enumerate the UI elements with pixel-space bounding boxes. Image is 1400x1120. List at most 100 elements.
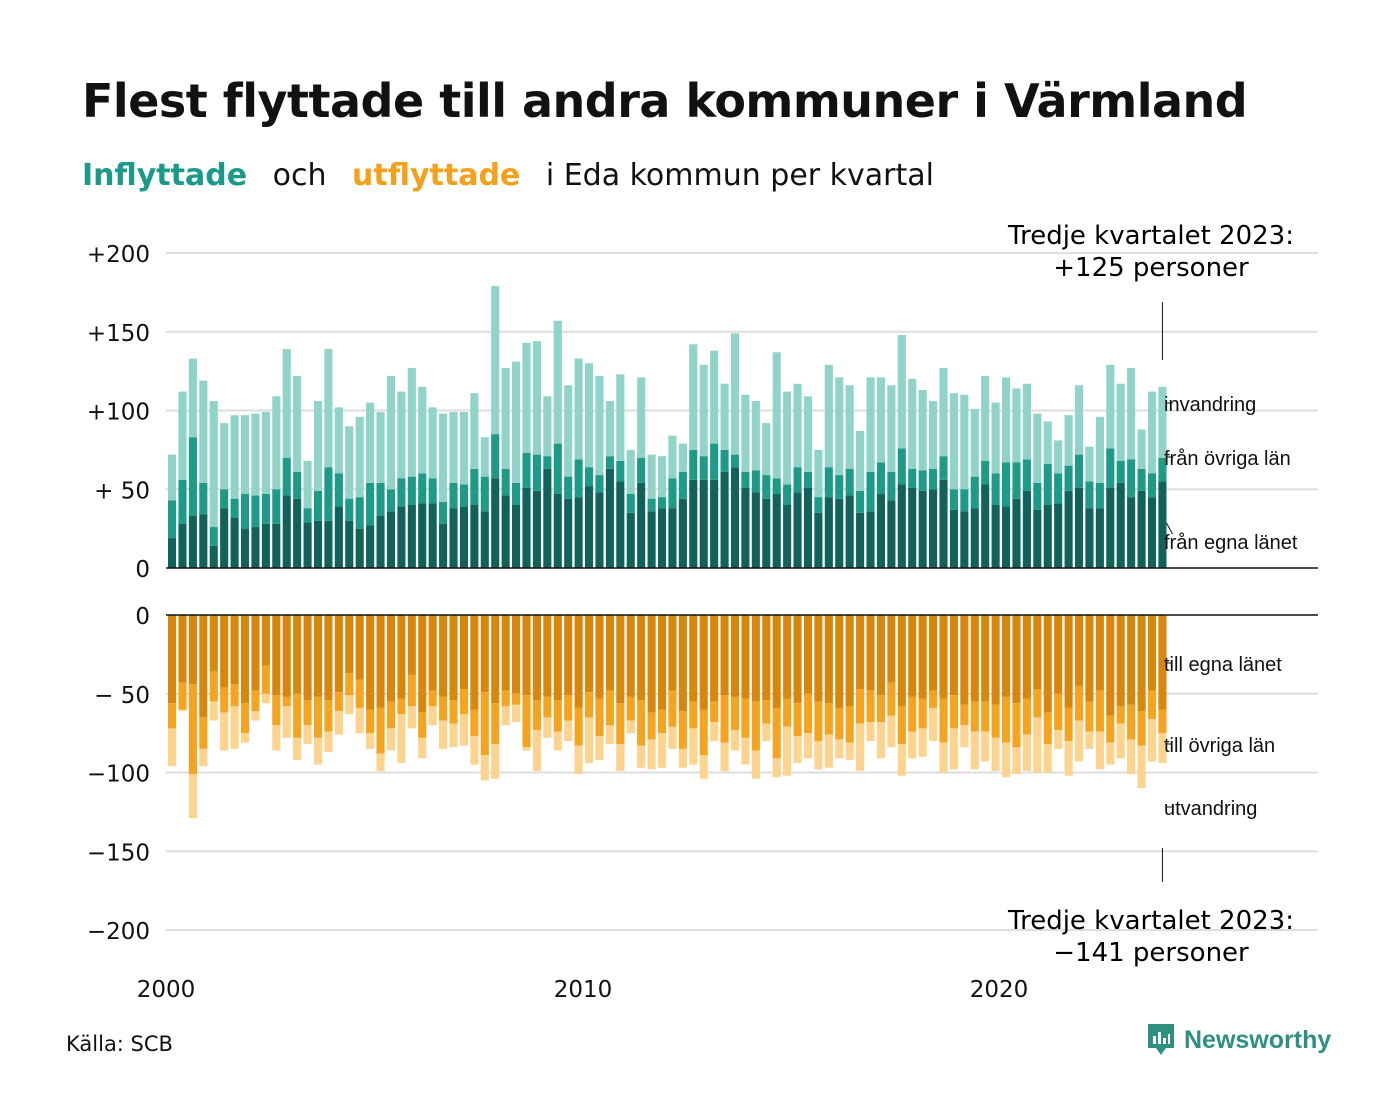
bar-out: [293, 693, 302, 738]
bar-in: [324, 349, 333, 468]
bar-out: [553, 615, 562, 701]
bar-out: [668, 690, 677, 727]
bar-in: [939, 456, 948, 480]
bar-out: [595, 698, 604, 737]
bar-out: [313, 696, 323, 738]
bar-in: [1002, 506, 1011, 568]
bar-in: [397, 478, 406, 507]
bar-out: [261, 615, 270, 666]
bar-out: [1002, 742, 1011, 778]
bar-out: [908, 731, 917, 759]
bar-in: [1074, 454, 1084, 488]
bar-in: [1147, 497, 1157, 568]
bar-out: [293, 615, 302, 694]
bar-in: [428, 407, 437, 479]
subtitle-inflyttade: Inflyttade: [82, 158, 248, 193]
bar-in: [1002, 462, 1011, 507]
bar-out: [501, 615, 510, 691]
bar-in: [751, 401, 760, 471]
bar-out: [459, 689, 468, 715]
bar-in: [439, 413, 448, 502]
bar-in: [1137, 468, 1146, 491]
bar-out: [866, 615, 875, 691]
bar-in: [626, 512, 635, 568]
bar-out: [199, 748, 208, 767]
bar-out: [553, 731, 562, 751]
bar-out: [772, 758, 781, 778]
bar-out: [480, 755, 489, 781]
subtitle-och: och: [272, 158, 327, 193]
bar-out: [856, 615, 865, 690]
bar-out: [345, 673, 354, 696]
bar-out: [783, 698, 792, 727]
bar-out: [1158, 733, 1167, 764]
bar-out: [772, 707, 781, 759]
bar-in: [595, 475, 604, 493]
bar-in: [585, 486, 594, 568]
bar-out: [1054, 693, 1063, 730]
bar-in: [949, 489, 958, 510]
bar-in: [261, 523, 270, 568]
bar-in: [574, 497, 583, 568]
bar-in: [981, 484, 990, 568]
bar-in: [512, 361, 521, 483]
bar-out: [564, 615, 573, 696]
y-tick-bottom: − 50: [94, 683, 150, 709]
bar-in: [240, 493, 250, 529]
bar-out: [626, 720, 635, 734]
bar-out: [1106, 742, 1115, 765]
bar-in: [699, 456, 708, 480]
series-label-out: till egna länet: [1164, 654, 1282, 676]
bar-in: [793, 467, 802, 493]
bar-out: [397, 698, 406, 715]
bar-in: [439, 523, 448, 568]
bars-inflyttade: [168, 286, 1167, 568]
bar-in: [303, 508, 312, 523]
bar-out: [751, 615, 760, 702]
bar-in: [355, 497, 364, 529]
bar-in: [866, 471, 875, 512]
bar-in: [751, 492, 760, 568]
bar-out: [845, 742, 854, 760]
bar-out: [1054, 729, 1063, 749]
bar-out: [240, 733, 250, 743]
bar-in: [188, 358, 197, 438]
bar-in: [730, 454, 740, 468]
bar-out: [397, 615, 406, 699]
bar-in: [678, 498, 687, 568]
bar-in: [1022, 383, 1031, 460]
bar-in: [459, 506, 468, 568]
bar-out: [1137, 615, 1146, 712]
bar-out: [897, 706, 906, 745]
bar-in: [772, 493, 781, 568]
bar-out: [918, 615, 927, 699]
bar-in: [553, 493, 562, 568]
y-tick-bottom: −200: [87, 919, 150, 945]
bar-out: [783, 726, 792, 776]
bar-out: [626, 696, 635, 721]
bar-in: [657, 497, 667, 509]
bar-in: [1033, 482, 1042, 510]
bar-in: [397, 506, 406, 568]
grid-top: +200 +150 +100 + 50 0: [87, 242, 1318, 583]
bar-in: [293, 471, 302, 499]
bar-in: [1137, 429, 1146, 469]
bar-in: [220, 489, 229, 509]
bar-in: [772, 352, 781, 479]
bar-in: [783, 391, 792, 485]
bar-out: [1043, 615, 1052, 713]
bar-out: [386, 701, 396, 729]
bar-in: [178, 391, 187, 480]
bar-out: [303, 700, 312, 726]
bar-in: [178, 479, 187, 524]
bar-in: [334, 506, 343, 568]
bar-out: [397, 714, 406, 764]
bar-in: [491, 286, 500, 435]
bar-out: [574, 615, 583, 708]
bar-out: [1106, 715, 1115, 743]
bar-out: [355, 707, 364, 734]
bar-out: [939, 698, 948, 743]
bar-out: [168, 703, 177, 729]
annotation-bottom-line1: Tredje kvartalet 2023:: [1007, 906, 1294, 936]
bar-out: [522, 695, 531, 748]
